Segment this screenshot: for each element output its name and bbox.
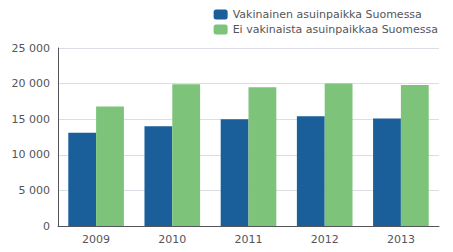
svg-text:2009: 2009 [82,233,110,246]
svg-text:2012: 2012 [311,233,339,246]
svg-text:2010: 2010 [158,233,186,246]
svg-text:Vakinainen asuinpaikka Suomess: Vakinainen asuinpaikka Suomessa [233,8,422,21]
svg-text:Ei vakinaista asuinpaikkaa Suo: Ei vakinaista asuinpaikkaa Suomessa [233,23,438,36]
svg-text:15 000: 15 000 [12,113,51,126]
svg-text:20 000: 20 000 [12,77,51,90]
svg-text:5 000: 5 000 [19,184,51,197]
svg-text:25 000: 25 000 [12,42,51,55]
svg-text:2011: 2011 [235,233,263,246]
svg-text:2013: 2013 [387,233,415,246]
svg-text:10 000: 10 000 [12,148,51,161]
svg-text:0: 0 [43,220,50,233]
